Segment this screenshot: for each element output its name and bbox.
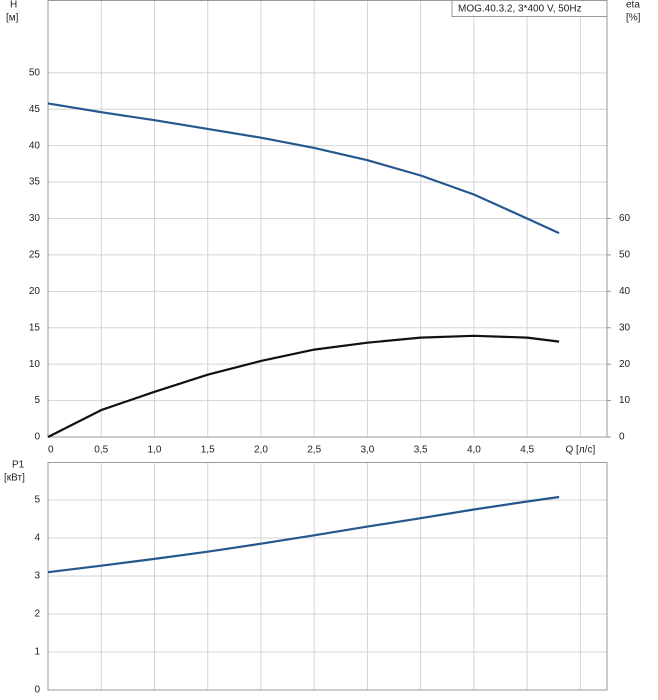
y-tick-label: 2 — [34, 609, 40, 620]
y-axis-label: P1 — [12, 460, 25, 471]
x-tick-label: Q [л/с] — [566, 445, 596, 456]
x-tick-label: 2,0 — [254, 445, 268, 456]
y2-tick-label: 0 — [619, 432, 625, 443]
y-tick-label: 40 — [29, 140, 41, 151]
curve — [47, 102, 560, 235]
curve — [47, 495, 560, 574]
y-tick-label: 5 — [34, 395, 40, 406]
y-tick-label: 10 — [29, 359, 41, 370]
annotation-box — [451, 0, 608, 17]
y-axis-unit: [м] — [6, 13, 19, 24]
y2-axis-label: eta — [626, 0, 640, 11]
annotation: MOG.40.3.2, 3*400 V, 50Hz — [458, 4, 582, 15]
x-tick-label: 0,5 — [94, 445, 108, 456]
x-tick-label: 2,5 — [307, 445, 321, 456]
plot-frame — [47, 0, 608, 438]
y-tick-label: 0 — [34, 685, 40, 696]
y-tick-label: 30 — [29, 213, 41, 224]
x-tick-label: 1,0 — [148, 445, 162, 456]
y-tick-label: 0 — [34, 432, 40, 443]
y-tick-label: 4 — [34, 533, 40, 544]
y-axis-unit: [кВт] — [4, 473, 25, 484]
y-tick-label: 45 — [29, 104, 41, 115]
x-tick-label: 3,5 — [414, 445, 428, 456]
x-tick-label: 4,5 — [520, 445, 534, 456]
y2-tick-label: 60 — [619, 213, 631, 224]
plot-frame — [47, 462, 608, 691]
y-tick-label: 20 — [29, 286, 41, 297]
y-tick-label: 5 — [34, 495, 40, 506]
x-tick-label: 0 — [48, 445, 54, 456]
y2-tick-label: 10 — [619, 395, 631, 406]
y2-tick-label: 40 — [619, 286, 631, 297]
curve — [47, 334, 560, 438]
y-tick-label: 15 — [29, 322, 41, 333]
x-tick-label: 3,0 — [360, 445, 374, 456]
y2-tick-label: 30 — [619, 322, 631, 333]
y-tick-label: 3 — [34, 571, 40, 582]
y-axis-label: H — [10, 0, 17, 11]
y-tick-label: 50 — [29, 67, 41, 78]
x-tick-label: 1,5 — [201, 445, 215, 456]
y-tick-label: 1 — [34, 647, 40, 658]
y2-tick-label: 50 — [619, 250, 631, 261]
x-tick-label: 4,0 — [467, 445, 481, 456]
y-tick-label: 25 — [29, 250, 41, 261]
y2-tick-label: 20 — [619, 359, 631, 370]
y2-axis-unit: [%] — [626, 13, 641, 24]
y-tick-label: 35 — [29, 177, 41, 188]
